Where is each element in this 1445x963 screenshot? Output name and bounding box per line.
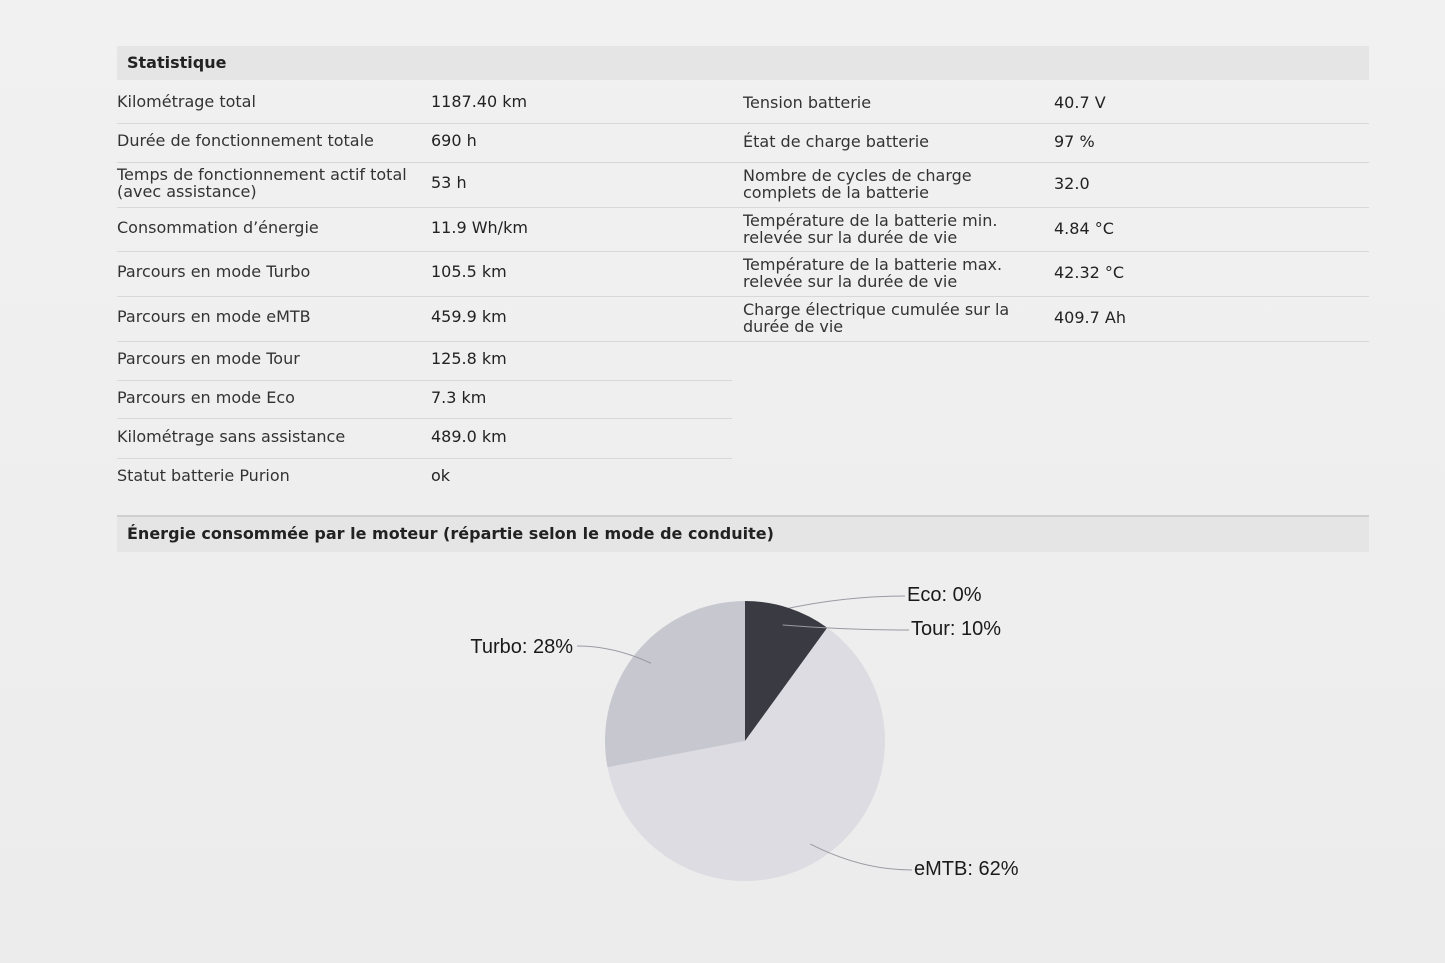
pie-label-tour: Tour: 10%	[911, 618, 1001, 640]
stat-right-label: État de charge batterie	[743, 132, 929, 151]
stat-right-label: Nombre de cycles de charge complets de l…	[743, 166, 972, 202]
stat-right-label: Température de la batterie min. relevée …	[743, 211, 998, 247]
row-divider	[732, 207, 1369, 208]
row-divider	[732, 123, 1369, 124]
row-divider	[117, 418, 732, 419]
energy-section-title: Énergie consommée par le moteur (réparti…	[117, 515, 1369, 552]
pie-slice-tour	[745, 601, 828, 741]
stat-left-label: Parcours en mode Eco	[117, 388, 295, 407]
stat-right-value: 4.84 °C	[1054, 219, 1114, 238]
row-divider	[117, 380, 732, 381]
row-divider	[117, 207, 732, 208]
row-divider	[117, 251, 732, 252]
pie-leader-line-tour	[782, 624, 910, 631]
stat-left-value: 690 h	[431, 131, 477, 150]
stat-left-label: Consommation d’énergie	[117, 218, 319, 237]
stat-left-label: Statut batterie Purion	[117, 466, 290, 485]
stat-right-label: Charge électrique cumulée sur la durée d…	[743, 300, 1010, 336]
stat-left-value: 105.5 km	[431, 262, 507, 281]
stat-left-label: Parcours en mode Tour	[117, 349, 300, 368]
stat-left-label: Temps de fonctionnement actif total (ave…	[117, 165, 407, 201]
stat-left-value: 125.8 km	[431, 349, 507, 368]
stat-left-label: Parcours en mode Turbo	[117, 262, 311, 281]
stat-right-value: 97 %	[1054, 132, 1095, 151]
row-divider	[117, 341, 732, 342]
pie-label-eco: Eco: 0%	[907, 584, 982, 606]
stat-left-label: Kilométrage sans assistance	[117, 427, 346, 446]
stat-left-value: 53 h	[431, 173, 467, 192]
statistics-section-title: Statistique	[117, 46, 1369, 80]
stat-right-value: 409.7 Ah	[1054, 308, 1126, 327]
stat-left-value: 1187.40 km	[431, 92, 528, 111]
stat-right-label: Température de la batterie max. relevée …	[743, 255, 1003, 291]
stat-left-value: 459.9 km	[431, 307, 507, 326]
stat-left-value: 7.3 km	[431, 388, 487, 407]
pie-slice-emtb	[607, 627, 885, 882]
stat-right-value: 40.7 V	[1054, 93, 1106, 112]
row-divider	[732, 296, 1369, 297]
stat-right-value: 42.32 °C	[1054, 263, 1125, 282]
row-divider	[732, 341, 1369, 342]
stat-left-label: Kilométrage total	[117, 92, 256, 111]
stat-right-value: 32.0	[1054, 174, 1090, 193]
stat-left-value: 489.0 km	[431, 427, 507, 446]
stat-right-label: Tension batterie	[743, 93, 872, 112]
stat-left-label: Parcours en mode eMTB	[117, 307, 311, 326]
row-divider	[117, 458, 732, 459]
row-divider	[732, 251, 1369, 252]
pie-slice-turbo	[605, 601, 745, 768]
stat-left-value: 11.9 Wh/km	[431, 218, 528, 237]
pie-leader-line-emtb	[810, 843, 913, 871]
pie-label-turbo: Turbo: 28%	[470, 636, 573, 658]
pie-leader-line-turbo	[576, 645, 652, 664]
row-divider	[117, 162, 732, 163]
stat-left-label: Durée de fonctionnement totale	[117, 131, 374, 150]
row-divider	[732, 162, 1369, 163]
row-divider	[117, 123, 732, 124]
pie-label-emtb: eMTB: 62%	[914, 858, 1019, 880]
row-divider	[117, 296, 732, 297]
stat-left-value: ok	[431, 466, 451, 485]
pie-leader-line-eco	[744, 595, 906, 620]
